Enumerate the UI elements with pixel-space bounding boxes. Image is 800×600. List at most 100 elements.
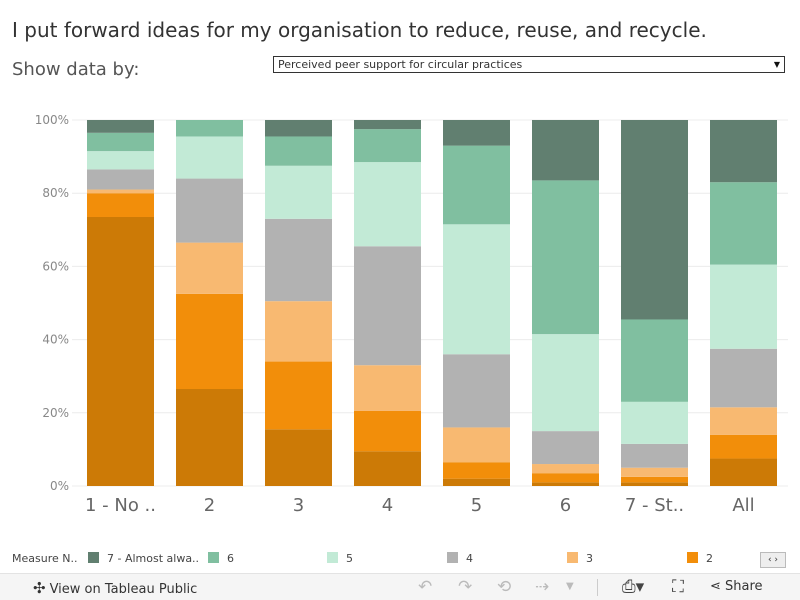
bar-segment[interactable] [87,151,154,170]
bar-segment[interactable] [265,301,332,362]
bar-segment[interactable] [710,182,777,265]
bar-segment[interactable] [710,264,777,349]
bar-segment[interactable] [443,145,510,225]
bar-segment[interactable] [176,293,243,390]
bar-segment[interactable] [621,476,688,483]
share-icon: ⋖ [710,579,726,594]
download-icon[interactable]: ⎙▾ [622,577,645,597]
bar-segment[interactable] [176,242,243,294]
bar-segment[interactable] [532,464,599,474]
bar-segment[interactable] [265,429,332,486]
bar-segment[interactable] [621,467,688,477]
legend-item[interactable]: 7 - Almost alwa.. [88,552,199,564]
bar-segment[interactable] [87,120,154,133]
bar-segment[interactable] [710,407,777,435]
legend-label: 2 [706,552,713,564]
bar-segment[interactable] [176,120,243,137]
refresh-icon[interactable]: ⇢ [535,577,550,597]
bar-segment[interactable] [265,165,332,219]
bar-segment[interactable] [443,478,510,486]
bar-segment[interactable] [354,129,421,163]
bar-segment[interactable] [176,136,243,179]
bar-segment[interactable] [710,348,777,408]
legend: Measure N.. 7 - Almost alwa.. 6 5 4 3 2 [0,548,800,564]
legend-title: Measure N.. [12,552,78,564]
share-label: Share [725,579,763,594]
legend-label: 5 [346,552,353,564]
bar-segment[interactable] [443,224,510,355]
legend-label: 7 - Almost alwa.. [107,552,200,564]
bar-segment[interactable] [354,246,421,366]
legend-label: 4 [466,552,473,564]
bar-segment[interactable] [354,451,421,486]
legend-swatch [687,552,698,563]
revert-icon[interactable]: ⟲ [497,577,512,597]
bar-segment[interactable] [354,410,421,452]
bar-segment[interactable] [532,473,599,483]
legend-item[interactable]: 4 [447,552,473,564]
bar-segment[interactable] [710,434,777,459]
y-tick-label: 40% [42,333,69,347]
bar-segment[interactable] [532,431,599,465]
legend-item[interactable]: 6 [208,552,234,564]
filter-selected-value: Perceived peer support for circular prac… [278,58,523,71]
legend-label: 3 [586,552,593,564]
x-tick-label: 2 [204,495,215,516]
y-tick-label: 60% [42,259,69,273]
view-on-tableau-link[interactable]: ✣ View on Tableau Public [33,579,197,597]
bar-segment[interactable] [354,162,421,247]
bar-segment[interactable] [176,389,243,486]
bar-segment[interactable] [443,120,510,146]
legend-swatch [447,552,458,563]
bar-segment[interactable] [265,120,332,137]
stacked-bar-chart[interactable]: 0% 20% 40% 60% 80% 100% 1 - No .. 2 3 4 5 6 7 - St..… [0,100,800,530]
bar-segment[interactable] [443,354,510,428]
bar-segment[interactable] [87,216,154,486]
x-tick-label: 7 - St.. [625,495,684,516]
bar-segment[interactable] [621,482,688,486]
undo-icon[interactable]: ↶ [418,577,433,597]
bar-segment[interactable] [532,482,599,486]
bar-segment[interactable] [443,427,510,463]
x-tick-label: 6 [560,495,571,516]
y-tick-label: 100% [35,113,69,127]
bar-segment[interactable] [621,443,688,468]
bar-segment[interactable] [621,319,688,402]
bar-segment[interactable] [710,120,777,183]
bar-segment[interactable] [87,169,154,190]
legend-swatch [88,552,99,563]
legend-scroll-buttons[interactable]: ‹ › [760,552,786,568]
filter-dropdown[interactable]: Perceived peer support for circular prac… [273,56,785,73]
bar-segment[interactable] [621,401,688,444]
bar-segment[interactable] [532,120,599,181]
legend-item[interactable]: 3 [567,552,593,564]
bar-segment[interactable] [532,334,599,432]
bar-segment[interactable] [265,361,332,430]
page-title: I put forward ideas for my organisation … [12,18,707,42]
share-button[interactable]: ⋖ Share [710,579,763,594]
bar-segment[interactable] [710,458,777,486]
bar-segment[interactable] [265,218,332,302]
x-tick-label: 1 - No .. [85,495,156,516]
bar-segment[interactable] [443,462,510,479]
chevron-down-icon[interactable]: ▼ [773,60,780,69]
bar-segment[interactable] [176,178,243,243]
bar-segment[interactable] [87,189,154,194]
y-tick-label: 0% [50,479,69,493]
fullscreen-icon[interactable]: ⛶ [672,577,684,597]
y-tick-label: 80% [42,186,69,200]
bar-segment[interactable] [354,365,421,411]
x-tick-label: 5 [471,495,482,516]
bar-segment[interactable] [354,120,421,130]
legend-item[interactable]: 2 [687,552,713,564]
chevron-down-icon[interactable]: ▼ [566,581,574,592]
tableau-toolbar: ✣ View on Tableau Public ↶ ↷ ⟲ ⇢ ▼ ⎙▾ ⛶ ⋖… [0,573,800,600]
bar-segment[interactable] [87,132,154,152]
redo-icon[interactable]: ↷ [458,577,473,597]
legend-item[interactable]: 5 [327,552,353,564]
bar-segment[interactable] [87,193,154,217]
legend-swatch [567,552,578,563]
bar-segment[interactable] [532,180,599,335]
bar-segment[interactable] [621,120,688,320]
bar-segment[interactable] [265,136,332,166]
